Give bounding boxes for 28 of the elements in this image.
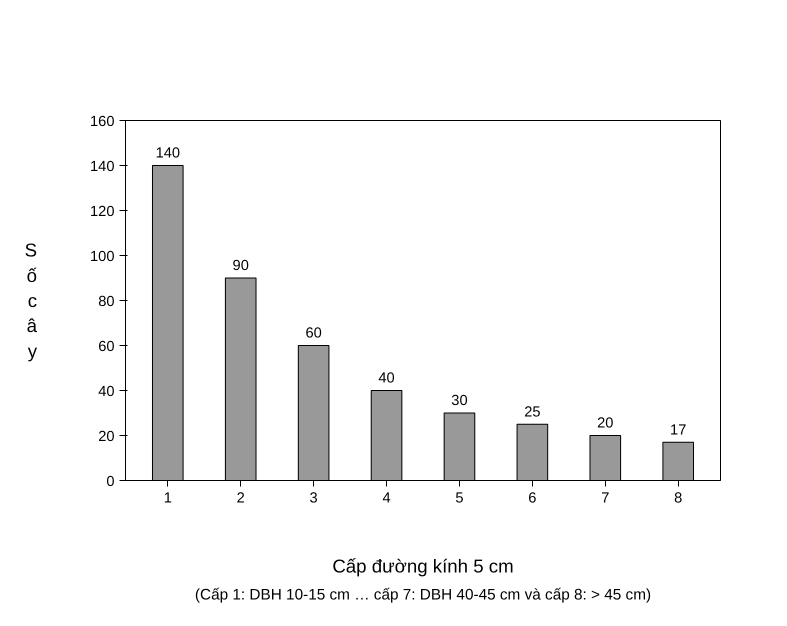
x-tick-label: 5 bbox=[455, 490, 464, 506]
data-label: 40 bbox=[378, 370, 395, 386]
y-tick-label: 160 bbox=[90, 114, 115, 130]
y-tick-label: 80 bbox=[98, 294, 115, 310]
x-tick-label: 1 bbox=[164, 490, 172, 506]
x-tick-label: 3 bbox=[310, 490, 318, 506]
x-tick-label: 6 bbox=[528, 490, 536, 506]
data-label: 60 bbox=[305, 326, 322, 342]
x-tick-label: 7 bbox=[601, 490, 610, 506]
y-tick-label: 60 bbox=[98, 339, 115, 355]
data-label: 17 bbox=[670, 422, 686, 438]
y-tick-label: 120 bbox=[90, 204, 115, 220]
data-label: 90 bbox=[232, 258, 249, 274]
text: (Cấp 1: DBH 10-15 cm … cấp 7: DBH 40-45 cm và cấp 8: > 45 cm) bbox=[194, 586, 652, 604]
y-tick-label: 140 bbox=[90, 159, 115, 175]
data-label: 20 bbox=[597, 416, 614, 432]
data-label: 30 bbox=[451, 393, 468, 409]
x-axis-title: Cấp đường kính 5 cm bbox=[332, 556, 514, 576]
x-tick-label: 2 bbox=[236, 490, 245, 506]
x-tick-label: 4 bbox=[382, 490, 391, 506]
data-label: 25 bbox=[524, 404, 541, 420]
x-tick-label: 8 bbox=[674, 490, 682, 506]
y-tick-label: 100 bbox=[90, 249, 115, 265]
y-tick-label: 40 bbox=[98, 384, 115, 400]
y-tick-label: 0 bbox=[106, 474, 115, 490]
data-label: 140 bbox=[156, 146, 180, 162]
y-tick-label: 20 bbox=[98, 429, 115, 445]
y-axis-title: Số cây bbox=[24, 240, 38, 362]
